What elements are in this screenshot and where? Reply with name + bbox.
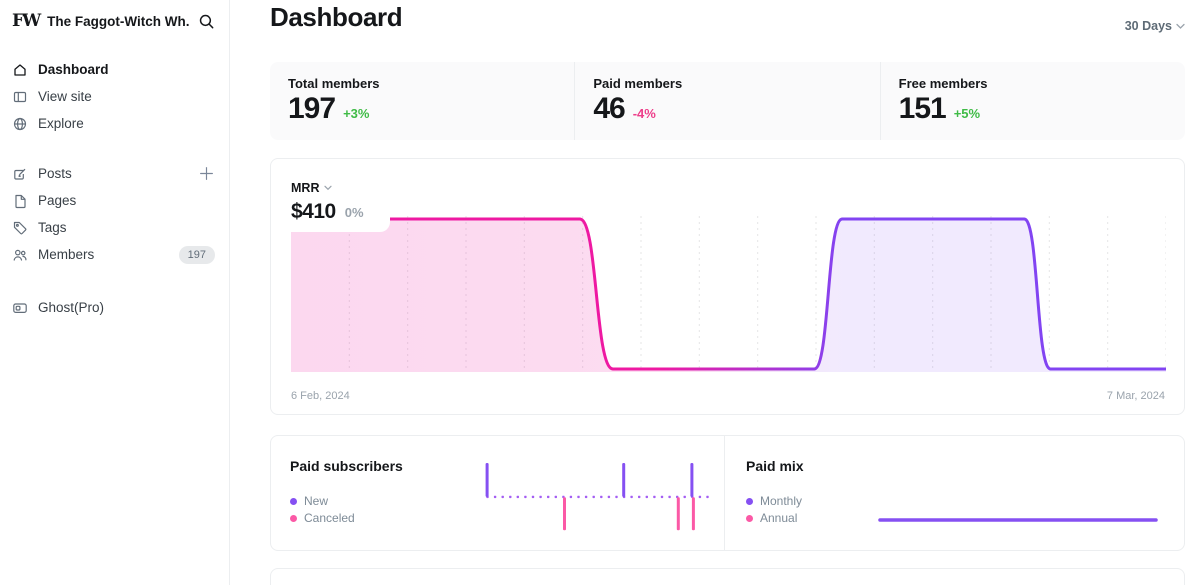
sidebar: FW The Faggot-Witch Wh... Dashboard View… — [0, 0, 230, 585]
paid-subscribers-bar-chart[interactable] — [484, 461, 711, 535]
sidebar-item-ghost-pro[interactable]: Ghost(Pro) — [0, 294, 229, 321]
add-post-icon[interactable] — [198, 165, 215, 182]
paid-subscribers-title: Paid subscribers — [290, 458, 403, 474]
paid-mix-line-chart[interactable] — [878, 510, 1158, 530]
sidebar-item-label: Dashboard — [38, 62, 109, 77]
paid-metrics-card: Paid subscribers New Canceled Paid mix M… — [270, 435, 1185, 551]
sidebar-item-label: Explore — [38, 116, 84, 131]
stat-label: Free members — [898, 76, 988, 91]
members-count-badge: 197 — [178, 245, 215, 264]
stat-delta: +5% — [953, 106, 981, 121]
sidebar-item-posts[interactable]: Posts — [0, 160, 229, 187]
mrr-delta: 0% — [344, 204, 364, 220]
main-content: Dashboard 30 Days Total members 197 +3% … — [230, 0, 1200, 585]
date-range-selector[interactable]: 30 Days — [1125, 19, 1185, 33]
legend-item-annual: Annual — [746, 511, 802, 525]
sidebar-nav-footer: Ghost(Pro) — [0, 294, 229, 321]
mrr-x-axis: 6 Feb, 2024 7 Mar, 2024 — [291, 390, 1165, 402]
sidebar-item-label: Members — [38, 247, 95, 262]
sidebar-item-explore[interactable]: Explore — [0, 110, 229, 137]
legend-item-new: New — [290, 494, 355, 508]
sidebar-item-pages[interactable]: Pages — [0, 187, 229, 214]
mrr-metric-selector[interactable]: MRR — [291, 181, 364, 195]
stat-label: Total members — [288, 76, 380, 91]
sidebar-item-members[interactable]: Members 197 — [0, 241, 229, 268]
mrr-header: MRR $410 0% — [271, 159, 390, 232]
sidebar-nav-content: Posts Pages Tags — [0, 160, 229, 268]
stat-total-members[interactable]: Total members 197 +3% — [270, 62, 574, 140]
ghost-pro-icon — [12, 300, 28, 316]
sidebar-item-tags[interactable]: Tags — [0, 214, 229, 241]
date-range-label: 30 Days — [1124, 19, 1172, 33]
mrr-metric-label: MRR — [291, 181, 320, 195]
globe-icon — [12, 116, 28, 132]
sidebar-item-label: Ghost(Pro) — [38, 300, 105, 315]
site-title[interactable]: The Faggot-Witch Wh... — [47, 13, 190, 29]
edit-pen-icon — [12, 166, 28, 182]
paid-mix-pane: Paid mix Monthly Annual — [725, 436, 1184, 550]
legend-dot-monthly — [746, 497, 753, 505]
legend-label: Monthly — [760, 494, 803, 508]
paid-subscribers-legend: New Canceled — [290, 494, 355, 525]
legend-dot-new — [290, 497, 297, 505]
tag-icon — [12, 220, 28, 236]
x-axis-start-label: 6 Feb, 2024 — [291, 390, 350, 402]
page-icon — [12, 193, 28, 209]
paid-mix-title: Paid mix — [746, 458, 804, 474]
legend-item-monthly: Monthly — [746, 494, 802, 508]
browser-window-icon — [12, 89, 28, 105]
chevron-down-icon — [1176, 23, 1185, 29]
page-header: Dashboard 30 Days — [270, 0, 1185, 46]
legend-label: Canceled — [304, 511, 355, 525]
mrr-area-chart[interactable] — [291, 216, 1166, 372]
legend-dot-annual — [746, 514, 753, 522]
paid-mix-legend: Monthly Annual — [746, 494, 802, 525]
page-title: Dashboard — [270, 2, 403, 32]
member-stats-strip: Total members 197 +3% Paid members 46 -4… — [270, 62, 1185, 140]
stat-value: 197 — [288, 92, 336, 125]
legend-label: Annual — [760, 511, 798, 525]
sidebar-header: FW The Faggot-Witch Wh... — [0, 0, 229, 32]
stat-value: 46 — [593, 92, 625, 125]
sidebar-item-label: Posts — [38, 166, 72, 181]
stat-label: Paid members — [593, 76, 683, 91]
next-card-partial — [270, 568, 1185, 585]
site-logo[interactable]: FW — [12, 11, 41, 31]
sidebar-item-view-site[interactable]: View site — [0, 83, 229, 110]
stat-delta: +3% — [343, 106, 370, 121]
legend-label: New — [304, 494, 329, 508]
sidebar-nav-primary: Dashboard View site Explore — [0, 56, 229, 137]
search-icon[interactable] — [198, 13, 215, 30]
stat-paid-members[interactable]: Paid members 46 -4% — [574, 62, 879, 140]
x-axis-end-label: 7 Mar, 2024 — [1106, 390, 1165, 402]
stat-value: 151 — [898, 92, 947, 125]
mrr-value: $410 — [291, 200, 336, 223]
sidebar-item-label: Tags — [38, 220, 67, 235]
legend-dot-canceled — [290, 514, 297, 522]
legend-item-canceled: Canceled — [290, 511, 355, 525]
sidebar-item-dashboard[interactable]: Dashboard — [0, 56, 229, 83]
sidebar-item-label: Pages — [38, 193, 77, 208]
chevron-down-icon — [324, 185, 333, 191]
home-icon — [12, 62, 28, 78]
mrr-chart-card: MRR $410 0% 6 Feb, 2024 7 Mar, 2024 — [270, 158, 1185, 415]
stat-delta: -4% — [632, 106, 656, 121]
stat-free-members[interactable]: Free members 151 +5% — [879, 62, 1185, 140]
paid-subscribers-pane: Paid subscribers New Canceled — [271, 436, 725, 550]
sidebar-item-label: View site — [38, 89, 92, 104]
members-people-icon — [12, 247, 28, 263]
